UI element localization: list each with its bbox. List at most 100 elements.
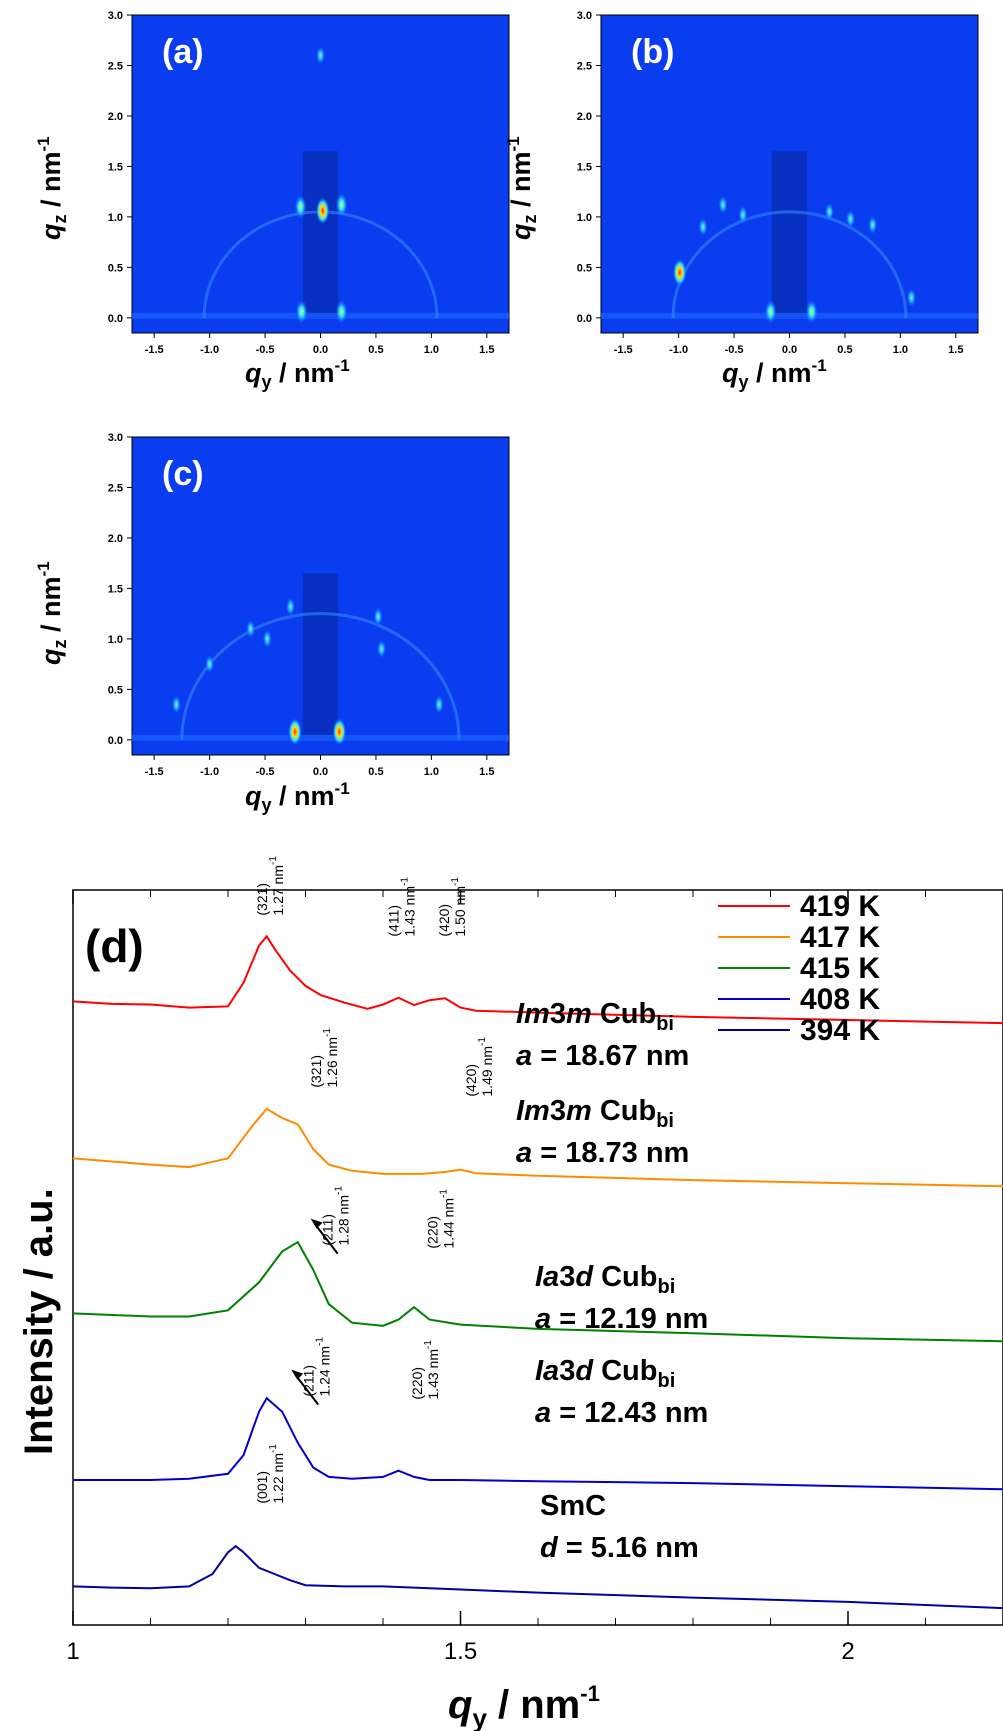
gisaxs-panel-c-xlabel: qy / nm-1 — [245, 779, 350, 815]
diffraction-spot — [288, 718, 302, 746]
y-tick-label: 2.0 — [577, 111, 592, 123]
gisaxs-panel-a-ylabel: qz / nm-1 — [34, 136, 70, 240]
diffraction-spot — [205, 655, 215, 674]
x-tick-label: 0.5 — [368, 344, 383, 356]
peak-arrow — [313, 1222, 339, 1255]
panel-tag: (d) — [85, 920, 144, 972]
peak-annotation: (420)1.49 nm-1 — [463, 1037, 495, 1097]
x-tick-label: -1.5 — [145, 344, 164, 356]
peak-arrow — [294, 1373, 320, 1406]
diffraction-spot — [315, 197, 330, 225]
axis-ticks: -1.5 -1.0 -0.5 0.0 0.5 1.0 1.5 0.0 0.5 1.0 1.5 2.0 2… — [108, 10, 495, 356]
diffraction-spots — [294, 46, 348, 324]
svg-text:qy / nm-1: qy / nm-1 — [448, 1681, 600, 1731]
diffraction-spot — [335, 192, 348, 217]
gisaxs-panel-b: -1.5 -1.0 -0.5 0.0 0.5 1.0 1.5 0.0 0.5 1.0 1.5 2.0 2… — [577, 10, 979, 356]
svg-text:qy / nm-1: qy / nm-1 — [722, 356, 827, 392]
x-tick-label: 1.5 — [479, 344, 494, 356]
series-line-415-K — [72, 1240, 1003, 1343]
heatmap-features — [132, 151, 509, 319]
y-tick-label: 1.5 — [108, 583, 123, 595]
svg-text:qz / nm-1: qz / nm-1 — [34, 561, 70, 665]
x-tick-label: 2 — [841, 1638, 854, 1665]
x-tick-label: 0.5 — [837, 344, 852, 356]
diffraction-spot — [718, 195, 728, 214]
series-line-417-K — [72, 1107, 1003, 1188]
peak-annotation: (220)1.43 nm-1 — [409, 1340, 441, 1400]
phase-name: Im3m Cubbi — [516, 1095, 674, 1132]
svg-text:qz / nm-1: qz / nm-1 — [504, 136, 540, 240]
x-tick-label: 1 — [66, 1638, 79, 1665]
diffraction-spot — [906, 288, 916, 307]
x-tick-label: 1.5 — [444, 1638, 477, 1665]
gisaxs-panel-c-ylabel: qz / nm-1 — [34, 561, 70, 665]
diffraction-spot — [434, 695, 444, 714]
x-tick-label: -0.5 — [725, 344, 744, 356]
peak-arrowhead — [310, 1218, 323, 1229]
gisaxs-panel-c: -1.5 -1.0 -0.5 0.0 0.5 1.0 1.5 0.0 0.5 1.0 1.5 2.0 2… — [108, 432, 510, 778]
phase-name: Ia3d Cubbi — [535, 1261, 675, 1298]
y-tick-label: 2.0 — [108, 533, 123, 545]
gisaxs-panel-b-ylabel: qz / nm-1 — [504, 136, 540, 240]
axis-ticks: -1.5 -1.0 -0.5 0.0 0.5 1.0 1.5 0.0 0.5 1.0 1.5 2.0 2… — [108, 432, 495, 778]
x-tick-label: -1.5 — [614, 344, 633, 356]
beamstop — [302, 151, 339, 318]
diffraction-spot — [335, 299, 348, 324]
y-tick-label: 0.5 — [577, 262, 592, 274]
y-tick-label: 3.0 — [108, 432, 123, 444]
x-tick-label: 0.5 — [368, 766, 383, 778]
series-line-408-K — [73, 1396, 1003, 1491]
series-line-394-K — [72, 1544, 1003, 1610]
peak-annotation: (420)1.50 nm-1 — [436, 877, 468, 937]
peak-annotation: (211)1.28 nm-1 — [320, 1186, 352, 1246]
lattice-parameter: a = 18.67 nm — [516, 1040, 689, 1072]
y-tick-label: 2.5 — [577, 60, 592, 72]
peak-arrowhead — [291, 1369, 304, 1380]
panel-tag: (c) — [162, 455, 204, 493]
diffraction-spot — [376, 640, 386, 658]
diffraction-spot — [868, 215, 878, 234]
y-tick-label: 2.5 — [108, 482, 123, 494]
x-tick-label: -1.0 — [200, 766, 219, 778]
x-tick-label: 1.5 — [948, 344, 963, 356]
peak-annotation: (411)1.43 nm-1 — [386, 877, 418, 937]
legend-label: 419 K — [800, 890, 880, 923]
y-tick-label: 1.0 — [577, 212, 592, 224]
lattice-parameter: a = 12.19 nm — [535, 1303, 708, 1335]
x-tick-label: -0.5 — [256, 344, 275, 356]
x-tick-label: 0.0 — [313, 344, 328, 356]
x-tick-label: -1.0 — [669, 344, 688, 356]
diffraction-spot — [295, 299, 308, 324]
diffraction-spot — [294, 194, 307, 219]
diffraction-spot — [316, 46, 325, 65]
diffraction-spot — [672, 258, 687, 286]
diffraction-spot — [373, 607, 383, 626]
y-tick-label: 0.0 — [108, 735, 123, 747]
y-tick-label: 0.5 — [108, 262, 123, 274]
peak-annotation: (321)1.27 nm-1 — [254, 856, 286, 916]
x-tick-label: -1.5 — [145, 766, 164, 778]
peak-annotation: (321)1.26 nm-1 — [308, 1028, 340, 1088]
y-tick-label: 3.0 — [108, 10, 123, 22]
y-axis-label: Intensity / a.u. — [17, 1188, 61, 1455]
y-tick-label: 1.0 — [108, 212, 123, 224]
x-tick-label: 1.5 — [479, 766, 494, 778]
lattice-parameter: d = 5.16 nm — [540, 1532, 699, 1564]
gisaxs-panel-a: -1.5 -1.0 -0.5 0.0 0.5 1.0 1.5 0.0 0.5 1.0 1.5 2.0 2… — [108, 10, 510, 356]
x-axis-ticks: 1 1.5 2 — [66, 890, 926, 1665]
debye-ring — [180, 612, 461, 740]
phase-name: Im3m Cubbi — [516, 998, 674, 1035]
x-tick-label: 0.0 — [782, 344, 797, 356]
x-tick-label: 1.0 — [893, 344, 908, 356]
diffraction-spot — [738, 205, 748, 224]
diffraction-spot — [764, 299, 777, 324]
yoneda-band — [132, 734, 509, 741]
x-tick-label: 1.0 — [424, 766, 439, 778]
series-line-419-K — [72, 934, 1003, 1025]
gisaxs-panel-b-xlabel: qy / nm-1 — [722, 356, 827, 392]
peak-annotations: (321)1.27 nm-1 (411)1.43 nm-1 (420)1.50 nm… — [254, 856, 495, 1504]
diffraction-spot — [805, 299, 818, 324]
peak-annotation: (220)1.44 nm-1 — [424, 1189, 456, 1249]
peak-annotation: (211)1.24 nm-1 — [300, 1337, 332, 1397]
